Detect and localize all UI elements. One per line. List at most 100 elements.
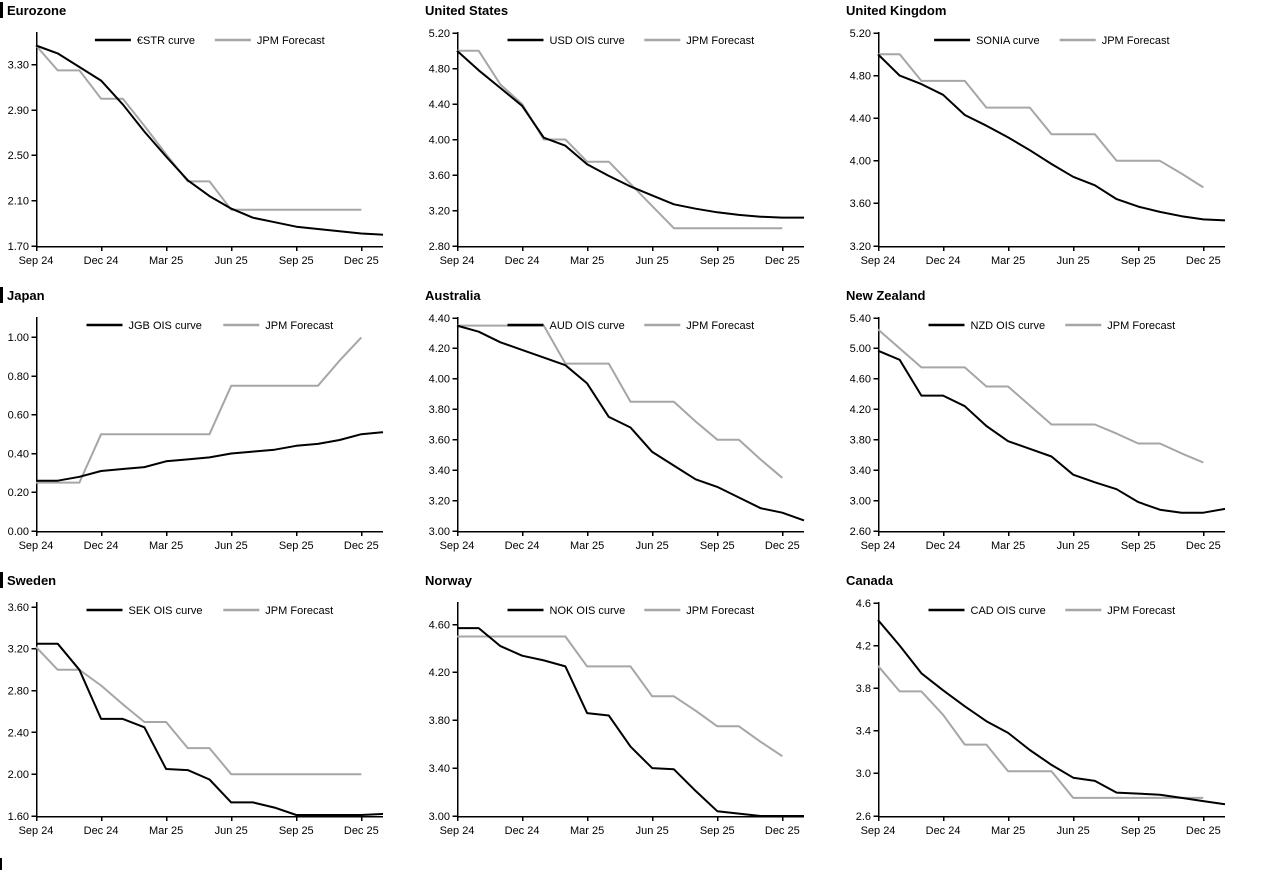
- legend-label-forecast: JPM Forecast: [265, 320, 333, 332]
- y-tick-label: 3.40: [850, 465, 871, 477]
- nok-ois-curve-line: [457, 627, 804, 817]
- jpm-forecast-line: [457, 49, 783, 230]
- y-tick-label: 4.40: [429, 99, 450, 111]
- chart-title-row: Eurozone: [0, 1, 421, 19]
- title-accent-bar: [0, 572, 3, 588]
- x-tick-label: Mar 25: [570, 825, 604, 837]
- sek-ois-curve-line: [36, 642, 384, 816]
- x-tick-label: Jun 25: [215, 825, 248, 837]
- x-tick-label: Sep 24: [861, 825, 896, 837]
- y-tick-label: 5.00: [850, 343, 871, 355]
- y-tick-label: 3.00: [429, 811, 450, 823]
- x-tick-label: Dec 25: [1186, 255, 1221, 267]
- chart-cell-united-states: United States 2.80 3.20 3.60 4.00 4.40 4.80 5.2…: [421, 0, 842, 285]
- y-tick-label: 0.80: [8, 371, 29, 383]
- legend: CAD OIS curve JPM Forecast: [928, 605, 1175, 617]
- x-tick-label: Dec 24: [505, 255, 540, 267]
- chart-cell-sweden: Sweden 1.60 2.00 2.40 2.80 3.20 3.60 Sep 24 Dec …: [0, 570, 421, 873]
- x-tick-label: Sep 25: [1121, 825, 1156, 837]
- legend-label-market: NZD OIS curve: [971, 320, 1046, 332]
- y-tick-label: 4.20: [850, 404, 871, 416]
- jgb-ois-curve-line: [36, 431, 384, 482]
- australia-chart: 3.00 3.20 3.40 3.60 3.80 4.00 4.20 4.40 Sep 24 De…: [429, 313, 805, 552]
- y-tick-label: 3.00: [850, 495, 871, 507]
- y-tick-label: 3.40: [429, 465, 450, 477]
- x-tick-label: Jun 25: [636, 825, 669, 837]
- x-tick-label: Jun 25: [636, 540, 669, 552]
- chart-title: Norway: [425, 572, 472, 588]
- y-tick-label: 4.60: [429, 619, 450, 631]
- jpm-forecast-line: [36, 336, 363, 484]
- legend-label-forecast: JPM Forecast: [686, 605, 754, 617]
- y-tick-label: 2.40: [8, 727, 29, 739]
- jpm-forecast-line: [457, 324, 783, 479]
- legend-label-forecast: JPM Forecast: [686, 35, 754, 47]
- x-tick-label: Sep 24: [861, 540, 896, 552]
- canada-chart: 2.6 3.0 3.4 3.8 4.2 4.6 Sep 24 Dec 24 Mar 25 Jun …: [856, 598, 1226, 837]
- str-curve-line: [35, 44, 384, 236]
- x-tick-label: Sep 24: [440, 540, 475, 552]
- x-tick-label: Sep 25: [1121, 255, 1156, 267]
- chart-cell-united-kingdom: United Kingdom 3.20 3.60 4.00 4.40 4.80 5.20 Se…: [842, 0, 1264, 285]
- y-tick-label: 2.50: [8, 150, 29, 162]
- axes: [452, 317, 804, 536]
- x-tick-label: Sep 24: [19, 540, 54, 552]
- y-tick-label: 3.80: [429, 404, 450, 416]
- jpm-forecast-line: [35, 44, 362, 211]
- y-tick-label: 4.20: [429, 667, 450, 679]
- title-accent-bar: [0, 287, 3, 303]
- y-tick-label: 2.60: [850, 526, 871, 538]
- y-tick-label: 1.70: [8, 241, 29, 253]
- y-tick-label: 2.90: [8, 105, 29, 117]
- x-tick-label: Sep 24: [440, 255, 475, 267]
- x-tick-label: Dec 25: [1186, 540, 1221, 552]
- x-tick-label: Dec 24: [505, 825, 540, 837]
- x-tick-label: Sep 25: [279, 825, 314, 837]
- x-tick-label: Mar 25: [991, 255, 1025, 267]
- legend: SEK OIS curve JPM Forecast: [86, 605, 333, 617]
- y-tick-label: 3.60: [8, 602, 29, 614]
- x-tick-label: Mar 25: [149, 540, 183, 552]
- legend: USD OIS curve JPM Forecast: [507, 35, 754, 47]
- x-tick-label: Mar 25: [149, 825, 183, 837]
- y-tick-label: 3.40: [429, 763, 450, 775]
- x-tick-label: Dec 25: [765, 825, 800, 837]
- y-tick-label: 5.20: [429, 28, 450, 40]
- chart-cell-australia: Australia 3.00 3.20 3.40 3.60 3.80 4.00 4.20 4.4…: [421, 285, 842, 570]
- legend-label-forecast: JPM Forecast: [1102, 35, 1170, 47]
- x-tick-label: Jun 25: [215, 540, 248, 552]
- legend-label-market: JGB OIS curve: [129, 320, 202, 332]
- legend-label-market: USD OIS curve: [550, 35, 625, 47]
- x-tick-label: Jun 25: [1057, 540, 1090, 552]
- legend-label-market: CAD OIS curve: [971, 605, 1046, 617]
- y-tick-label: 0.60: [8, 410, 29, 422]
- x-tick-label: Sep 25: [700, 540, 735, 552]
- y-tick-label: 4.80: [850, 70, 871, 82]
- y-tick-label: 5.40: [850, 313, 871, 325]
- x-tick-label: Sep 25: [279, 540, 314, 552]
- jpm-forecast-line: [877, 328, 1204, 464]
- chart-title: Australia: [425, 287, 481, 303]
- x-tick-label: Sep 24: [861, 255, 896, 267]
- axes: [31, 602, 383, 821]
- sweden-chart: 1.60 2.00 2.40 2.80 3.20 3.60 Sep 24 Dec 24 Mar …: [8, 602, 384, 837]
- axes: [452, 602, 804, 821]
- y-tick-label: 3.80: [429, 715, 450, 727]
- x-tick-label: Sep 25: [700, 825, 735, 837]
- y-tick-label: 3.8: [856, 683, 871, 695]
- legend-label-forecast: JPM Forecast: [265, 605, 333, 617]
- y-tick-label: 0.40: [8, 448, 29, 460]
- y-tick-label: 4.00: [429, 134, 450, 146]
- axes: [873, 32, 1225, 251]
- jpm-forecast-line: [35, 646, 362, 776]
- legend-label-market: AUD OIS curve: [550, 320, 625, 332]
- legend: AUD OIS curve JPM Forecast: [507, 320, 754, 332]
- chart-title-row: United Kingdom: [842, 1, 1264, 19]
- y-tick-label: 4.00: [850, 156, 871, 168]
- chart-title-row: Australia: [421, 286, 842, 304]
- y-tick-label: 3.20: [850, 241, 871, 253]
- y-tick-label: 4.00: [429, 374, 450, 386]
- chart-title-row: United States: [421, 1, 842, 19]
- chart-cell-eurozone: Eurozone 1.70 2.10 2.50 2.90 3.30 Sep 24 Dec 24…: [0, 0, 421, 285]
